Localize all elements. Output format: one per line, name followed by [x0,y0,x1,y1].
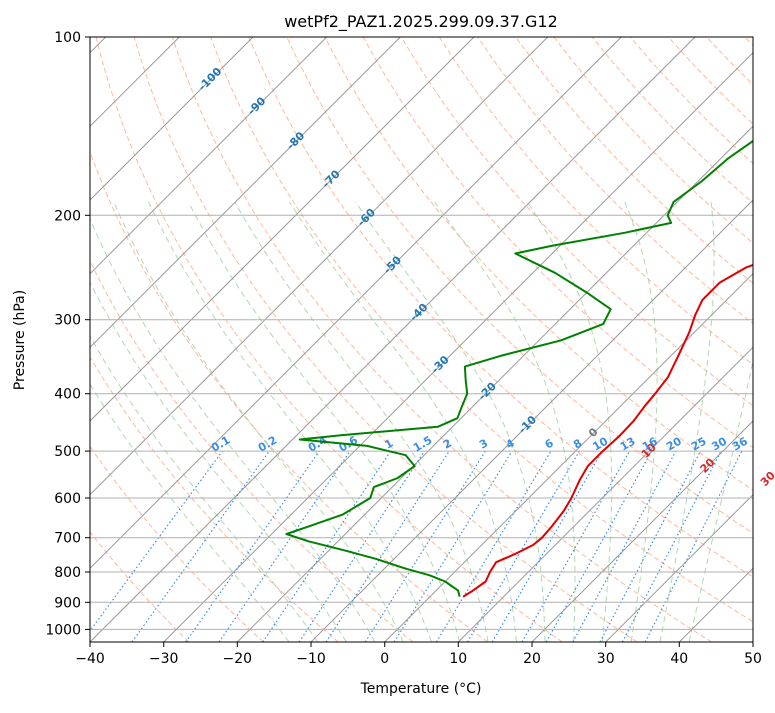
y-tick-label: 100 [54,30,81,46]
y-tick-label: 500 [54,444,81,460]
x-tick-label: 30 [597,651,615,667]
chart-title: wetPf2_PAZ1.2025.299.09.37.G12 [284,12,558,32]
x-tick-label: −10 [296,651,326,667]
x-tick-label: 20 [523,651,541,667]
y-tick-label: 900 [54,595,81,611]
y-axis-label: Pressure (hPa) [12,290,28,390]
x-tick-label: −30 [149,651,179,667]
x-tick-label: 10 [449,651,467,667]
x-tick-label: −40 [75,651,105,667]
x-axis-label: Temperature (°C) [360,681,482,697]
x-tick-label: 40 [670,651,688,667]
y-tick-label: 300 [54,313,81,329]
y-tick-label: 200 [54,208,81,224]
x-tick-label: 0 [380,651,389,667]
x-tick-label: 50 [744,651,762,667]
y-tick-label: 700 [54,531,81,547]
y-tick-label: 800 [54,565,81,581]
y-tick-label: 1000 [45,622,81,638]
y-tick-label: 400 [54,387,81,403]
y-tick-label: 600 [54,491,81,507]
x-tick-label: −20 [223,651,253,667]
